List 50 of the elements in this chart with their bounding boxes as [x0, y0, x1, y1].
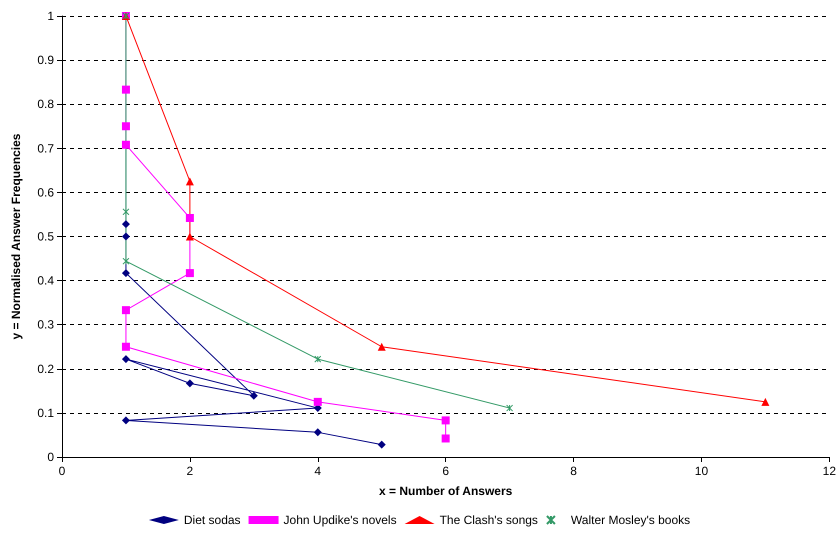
point: [122, 258, 130, 265]
point: [122, 86, 130, 94]
point: [122, 122, 130, 130]
x-tick-label: 2: [186, 464, 194, 478]
y-axis-title: y = Normalised Answer Frequencies: [9, 133, 23, 340]
point: [186, 177, 194, 186]
point: [761, 398, 770, 406]
x-tick-label: 10: [694, 464, 708, 478]
x-tick-label: 0: [58, 464, 66, 478]
point: [442, 434, 450, 442]
point: [122, 220, 130, 228]
point: [122, 355, 130, 364]
point: [186, 214, 194, 222]
y-tick-label: 0: [47, 450, 54, 464]
legend-label: The Clash's songs: [440, 513, 538, 527]
y-tick-label: 0.7: [37, 141, 54, 156]
legend-label: Walter Mosley's books: [570, 513, 690, 527]
point: [378, 342, 386, 351]
point: [442, 416, 450, 424]
point: [122, 416, 130, 424]
y-tick-label: 0.4: [37, 274, 54, 288]
y-tick-label: 0.6: [37, 185, 54, 200]
point: [186, 379, 194, 388]
point: [122, 208, 130, 216]
y-tick-label: 0.9: [37, 53, 54, 68]
point: [186, 269, 194, 278]
x-tick-label: 6: [442, 464, 450, 478]
y-tick-label: 0.8: [37, 97, 54, 112]
point: [314, 428, 322, 436]
x-tick-label: 8: [570, 464, 578, 478]
y-tick-label: 1: [47, 9, 54, 23]
point: [122, 232, 130, 240]
point: [378, 440, 386, 449]
y-tick-label: 0.2: [37, 362, 54, 376]
point: [186, 232, 194, 240]
legend-label: Diet sodas: [184, 513, 241, 527]
x-tick-label: 12: [822, 464, 836, 478]
y-tick-label: 0.3: [37, 318, 54, 332]
point: [314, 356, 322, 363]
y-tick-label: 0.1: [37, 406, 54, 420]
legend-label: John Updike's novels: [284, 513, 397, 527]
point: [314, 398, 322, 406]
point: [122, 306, 130, 314]
point: [122, 342, 130, 351]
point: [250, 392, 258, 400]
point: [122, 140, 130, 149]
y-tick-label: 0.5: [37, 230, 54, 244]
x-axis-title: x = Number of Answers: [379, 484, 513, 498]
point: [122, 269, 130, 278]
x-tick-label: 4: [314, 464, 322, 478]
